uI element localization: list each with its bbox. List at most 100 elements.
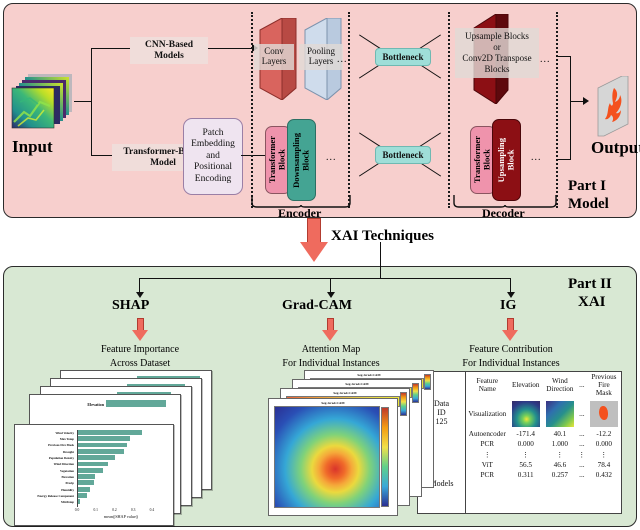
shap-bar bbox=[77, 436, 131, 442]
shap-bar bbox=[77, 474, 96, 479]
ig-cell: ⋮ bbox=[578, 451, 586, 460]
patch-embedding-box[interactable]: Patch Embedding and Positional Encoding bbox=[183, 118, 243, 195]
ig-cell: ⋮ bbox=[522, 451, 530, 460]
decoder-right-divider bbox=[556, 12, 558, 208]
cnn-branch-line-a bbox=[91, 48, 130, 50]
gradcam-colorbar bbox=[424, 374, 431, 390]
ig-cell: 78.4 bbox=[597, 461, 611, 470]
ig-row-label: ⋮ bbox=[483, 451, 491, 460]
ig-row-label: PCR bbox=[480, 471, 495, 480]
ig-row-header-bottom: Models bbox=[429, 479, 454, 489]
decoder-label: Decoder bbox=[482, 206, 525, 220]
shap-y-axis bbox=[77, 430, 78, 507]
xai-bus-drop-gradcam bbox=[330, 278, 332, 294]
ig-table-row: PCR 0.311 0.257... 0.432 bbox=[466, 470, 621, 480]
upsample-blocks-label: Upsample Blocks or Conv2D Transpose Blocks bbox=[455, 28, 539, 78]
ig-cell: ... bbox=[579, 471, 585, 480]
input-split-vertical bbox=[91, 48, 93, 156]
gradcam-front-card[interactable]: Seg-Grad-CAM bbox=[268, 398, 398, 516]
shap-back-card-label: Elevation bbox=[87, 402, 104, 407]
ig-cell: 0.311 bbox=[517, 471, 534, 480]
shap-caption-l1: Feature Importance bbox=[100, 344, 180, 355]
input-trunk bbox=[74, 101, 92, 103]
ig-caption: Feature Contribution For Individual Inst… bbox=[432, 343, 590, 370]
input-label: Input bbox=[12, 137, 53, 156]
shap-bar bbox=[77, 448, 125, 454]
shap-bar bbox=[77, 430, 142, 435]
shap-bar bbox=[77, 480, 94, 486]
xai-bus-drop-shap bbox=[139, 278, 141, 294]
cnn-models-label-l2: Models bbox=[154, 50, 184, 61]
ig-cell-visual bbox=[509, 399, 543, 429]
ig-cell-visual bbox=[587, 399, 621, 429]
ig-column-header: Previous Fire Mask bbox=[591, 373, 617, 397]
gradcam-colorbar bbox=[400, 392, 407, 416]
downsampling-block[interactable]: Downsampling Block bbox=[287, 119, 316, 201]
upsampling-block-label: Upsampling Block bbox=[495, 137, 516, 183]
bottleneck-bottom[interactable]: Bottleneck bbox=[375, 146, 431, 164]
decoder-top-ellipsis: ... bbox=[540, 54, 551, 65]
ig-column-header: Wind Direction bbox=[546, 376, 574, 393]
shap-bar-label: Vegetation bbox=[60, 468, 74, 473]
shap-x-axis-title: mean(|SHAP value|) bbox=[103, 513, 139, 519]
encoder-label: Encoder bbox=[278, 206, 322, 220]
part1-title-line2: Model bbox=[568, 196, 609, 212]
shap-summary-card[interactable]: Wind Velocity Max Temp Previous Fire Mask D… bbox=[14, 424, 174, 526]
conv-layers-label: Conv Layers bbox=[254, 44, 294, 70]
xai-branch-gradcam-label[interactable]: Grad-CAM bbox=[282, 298, 352, 313]
shap-x-tick: 0.1 bbox=[93, 508, 98, 513]
output-label: Output bbox=[591, 138, 640, 157]
shap-bar-label: Drought bbox=[62, 449, 74, 454]
output-merge-vertical bbox=[570, 56, 572, 160]
part1-title-line1: Part I bbox=[568, 178, 606, 194]
ig-cell: 40.1 bbox=[553, 430, 567, 439]
pooling-layers-label: Pooling Layers bbox=[299, 44, 343, 70]
gradcam-caption: Attention Map For Individual Instances bbox=[252, 343, 410, 370]
shap-x-tick: 0.4 bbox=[149, 508, 155, 513]
shap-bar-label: Wind Direction bbox=[53, 462, 74, 467]
xai-techniques-label: XAI Techniques bbox=[331, 228, 434, 244]
decoder-brace bbox=[453, 195, 557, 208]
xai-branch-ig-label[interactable]: IG bbox=[500, 298, 517, 313]
ig-cell: ... bbox=[579, 440, 585, 449]
ig-cell: 1.000 bbox=[551, 440, 568, 449]
shap-bar-label: Previous Fire Mask bbox=[48, 443, 74, 448]
shap-x-tick: 0.3 bbox=[130, 508, 136, 513]
gradcam-heatmap bbox=[274, 406, 380, 508]
ig-column-header: Feature Name bbox=[476, 376, 499, 393]
gradcam-caption-l1: Attention Map bbox=[301, 344, 361, 355]
decoder-left-divider bbox=[448, 12, 450, 208]
part2-title-line1: Part II bbox=[568, 276, 612, 292]
cnn-models-tag[interactable]: CNN-Based Models bbox=[130, 37, 208, 65]
ig-row-label: PCR bbox=[480, 440, 495, 449]
bottleneck-top[interactable]: Bottleneck bbox=[375, 48, 431, 66]
ig-cell-visual bbox=[543, 399, 577, 429]
shap-caption: Feature Importance Across Dataset bbox=[70, 343, 210, 370]
shap-bar-label: Energy Release Component bbox=[37, 493, 74, 498]
output-arrow-head bbox=[583, 97, 589, 105]
xai-bus-drop-ig bbox=[510, 278, 512, 294]
encoder-brace bbox=[251, 195, 351, 208]
ig-table-row: PCR 0.000 1.000... 0.000 bbox=[466, 439, 621, 449]
transformer-models-label-l1: Transformer-Based bbox=[123, 147, 203, 157]
ig-table-row: Autoencoder -171.4 40.1... -12.2 bbox=[466, 429, 621, 439]
encoder-right-divider bbox=[348, 12, 350, 208]
gradcam-colorbar bbox=[381, 407, 389, 507]
shap-bar bbox=[77, 499, 81, 505]
decoder-bottom-ellipsis: ... bbox=[531, 152, 542, 163]
xai-branch-shap-label[interactable]: SHAP bbox=[112, 298, 150, 313]
shap-back-card-bar bbox=[106, 400, 166, 407]
transformer-models-label-l2: Model bbox=[150, 157, 176, 168]
ig-results-table[interactable]: Data ID 125 Models Feature Name Elevation Win… bbox=[417, 371, 622, 514]
shap-bar-label: Wind Velocity bbox=[55, 430, 74, 435]
ig-cell: 56.5 bbox=[519, 461, 532, 470]
patch-to-encoder-line bbox=[241, 155, 269, 157]
gradcam-caption-l2: For Individual Instances bbox=[282, 357, 380, 369]
ig-cell: -12.2 bbox=[596, 430, 612, 439]
ig-row-label: Autoencoder bbox=[468, 430, 506, 439]
gradcam-card-title: Seg-Grad-CAM bbox=[333, 391, 357, 395]
shap-caption-l2: Across Dataset bbox=[109, 357, 171, 369]
ig-row-header-top: Data ID 125 bbox=[433, 398, 450, 426]
ig-table-row: Visualization... bbox=[466, 399, 621, 429]
upsampling-block[interactable]: Upsampling Block bbox=[492, 119, 521, 201]
